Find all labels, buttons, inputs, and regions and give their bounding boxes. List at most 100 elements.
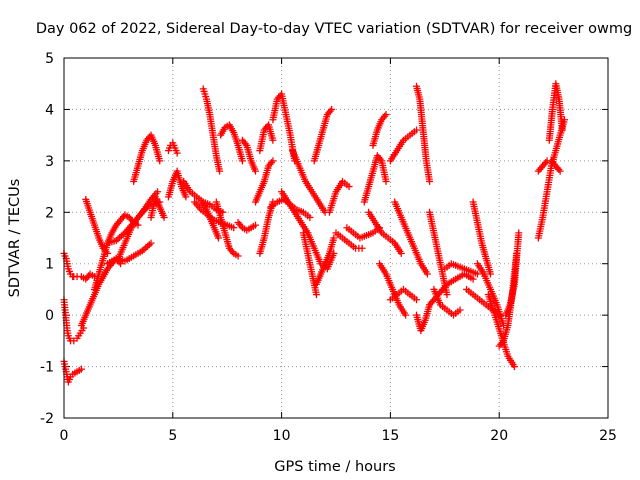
series-arc-16 (180, 177, 227, 216)
series-arc-45 (413, 82, 434, 185)
series-arc-05 (69, 365, 85, 378)
series-arc-43 (386, 285, 421, 304)
data-point (560, 116, 568, 124)
data-point (515, 229, 523, 237)
data-point (251, 221, 259, 229)
series-arc-49 (430, 285, 464, 319)
series-arc-35 (325, 177, 353, 216)
data-point (397, 249, 405, 257)
series-arc-38 (360, 152, 390, 206)
tick-labels: 0 5 10 15 20 25 -2 -1 0 1 2 3 4 5 (40, 51, 617, 444)
series-arc-20 (212, 198, 242, 260)
x-axis-label: GPS time / hours (274, 459, 395, 475)
x-tick-label: 25 (599, 428, 617, 444)
series-arc-14 (164, 139, 181, 157)
data-point (173, 149, 181, 157)
series-arc-42 (386, 126, 421, 165)
grid-lines (64, 58, 608, 418)
series-arc-57 (534, 162, 555, 242)
data-point (382, 177, 390, 185)
data-point (443, 291, 451, 299)
series-arc-30 (288, 147, 329, 216)
series-arc-56 (502, 229, 523, 319)
data-point (230, 224, 238, 232)
data-point (147, 239, 155, 247)
data-point (382, 111, 390, 119)
series-arc-39 (365, 208, 405, 257)
data-point (486, 270, 494, 278)
data-point (556, 167, 564, 175)
series-arc-40 (369, 111, 390, 149)
series-arc-41 (376, 260, 410, 319)
y-tick-label: 4 (45, 102, 54, 118)
data-point (456, 306, 464, 314)
series-arc-15 (164, 167, 190, 201)
data-point (423, 270, 431, 278)
data-point (358, 244, 366, 252)
series-arc-32 (304, 229, 338, 273)
data-point (77, 365, 85, 373)
y-tick-label: -2 (40, 411, 54, 427)
data-point (330, 234, 338, 242)
data-points (60, 80, 568, 386)
y-tick-label: 2 (45, 205, 54, 221)
x-tick-label: 0 (60, 428, 69, 444)
x-tick-label: 10 (273, 428, 291, 444)
series-arc-03 (60, 296, 88, 345)
y-tick-label: 1 (45, 257, 54, 273)
y-tick-label: 3 (45, 154, 54, 170)
data-point (426, 177, 434, 185)
series-arc-19 (199, 85, 224, 175)
x-tick-label: 20 (490, 428, 508, 444)
data-point (251, 167, 259, 175)
series-arc-31 (299, 229, 320, 299)
series-arc-11 (114, 198, 164, 263)
series-arc-52 (469, 198, 494, 278)
series-arc-22 (234, 219, 259, 234)
series-arc-12 (130, 131, 164, 185)
series-arc-25 (256, 121, 277, 155)
series-arc-23 (238, 136, 259, 175)
data-point (328, 105, 336, 113)
chart-title: Day 062 of 2022, Sidereal Day-to-day VTE… (36, 21, 632, 37)
data-point (182, 193, 190, 201)
data-point (510, 363, 518, 371)
y-axis-label: SDTVAR / TECUs (7, 179, 23, 298)
series-arc-60 (547, 116, 568, 170)
series-arc-50 (441, 260, 481, 278)
series-arc-34 (312, 234, 338, 288)
y-tick-label: 0 (45, 308, 54, 324)
data-point (402, 311, 410, 319)
data-point (216, 167, 224, 175)
data-point (160, 213, 168, 221)
data-point (312, 291, 320, 299)
x-tick-label: 5 (168, 428, 177, 444)
data-point (345, 183, 353, 191)
series-arc-13 (147, 193, 168, 221)
data-point (269, 157, 277, 165)
series-arc-53 (473, 260, 508, 329)
series-arc-44 (391, 198, 431, 278)
data-point (234, 252, 242, 260)
data-point (214, 234, 222, 242)
data-point (238, 157, 246, 165)
series-arc-24 (251, 157, 277, 206)
data-point (154, 188, 162, 196)
data-point (306, 213, 314, 221)
data-point (469, 275, 477, 283)
data-point (156, 157, 164, 165)
series-arc-33 (310, 105, 336, 165)
series-arc-02 (69, 270, 98, 283)
series-arc-37 (343, 224, 384, 242)
series-arc-21 (217, 121, 246, 165)
x-tick-label: 15 (381, 428, 399, 444)
data-point (269, 136, 277, 144)
data-point (413, 126, 421, 134)
data-point (473, 270, 481, 278)
y-tick-label: -1 (40, 360, 54, 376)
plot-frame (63, 57, 609, 419)
series-arc-18 (197, 198, 222, 242)
y-tick-label: 5 (45, 51, 54, 67)
